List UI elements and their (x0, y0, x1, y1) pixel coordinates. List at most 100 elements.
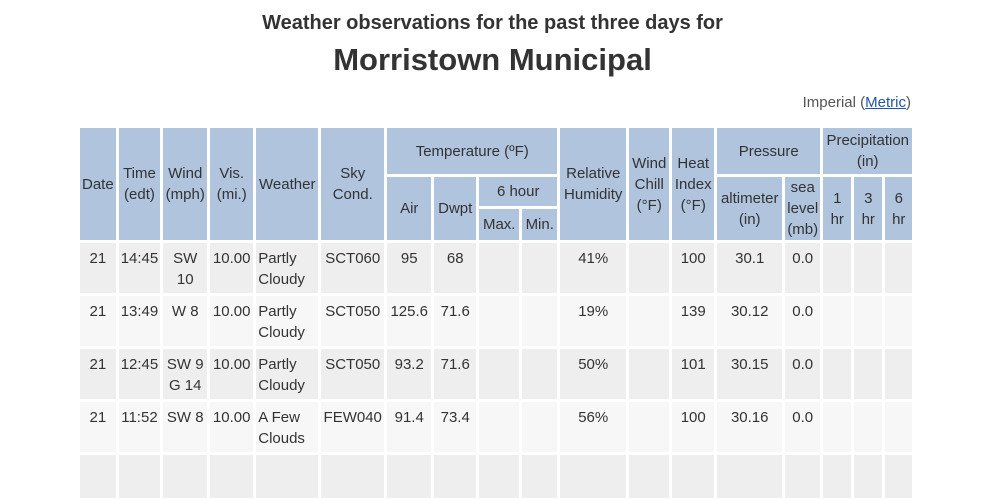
cell-sea-level: 0.0 (785, 349, 821, 399)
metric-link[interactable]: Metric (865, 94, 906, 111)
col-wind-chill: Wind Chill (°F) (629, 128, 670, 240)
col-min: Min. (522, 209, 558, 240)
cell-wind: W 8 (163, 296, 208, 346)
col-precip-1hr: 1 hr (823, 177, 852, 240)
cell-weather: Partly Cloudy (256, 296, 319, 346)
cell-precip-3hr (854, 243, 883, 293)
cell-air (387, 455, 432, 498)
cell-date: 21 (80, 296, 116, 346)
observations-table: Date Time (edt) Wind (mph) Vis. (mi.) Weath… (77, 125, 915, 501)
cell-wind: SW 10 (163, 243, 208, 293)
cell-altimeter (717, 455, 783, 498)
cell-heat-index: 100 (672, 243, 715, 293)
table-row: 21 11:52 SW 8 10.00 A Few Clouds FEW040 9… (80, 402, 913, 452)
cell-time: 14:45 (118, 243, 161, 293)
cell-time (118, 455, 161, 498)
cell-max (479, 455, 520, 498)
page-title: Morristown Municipal (333, 42, 652, 77)
col-relative-humidity: Relative Humidity (560, 128, 627, 240)
cell-wind: SW 8 (163, 402, 208, 452)
cell-heat-index: 101 (672, 349, 715, 399)
cell-max (479, 296, 520, 346)
cell-humidity (560, 455, 627, 498)
cell-weather: Partly Cloudy (256, 349, 319, 399)
cell-wind (163, 455, 208, 498)
col-group-temperature: Temperature (ºF) (387, 128, 558, 174)
cell-time: 13:49 (118, 296, 161, 346)
cell-precip-1hr (823, 455, 852, 498)
cell-precip-6hr (885, 402, 913, 452)
cell-sky (321, 455, 385, 498)
page-subtitle: Weather observations for the past three … (262, 12, 723, 34)
cell-min (522, 243, 558, 293)
cell-sky: SCT050 (321, 349, 385, 399)
cell-max (479, 349, 520, 399)
cell-min (522, 402, 558, 452)
cell-weather: A Few Clouds (256, 402, 319, 452)
col-altimeter: altimeter (in) (717, 177, 783, 240)
col-precip-6hr: 6 hr (885, 177, 913, 240)
cell-time: 12:45 (118, 349, 161, 399)
cell-visibility: 10.00 (210, 296, 254, 346)
col-sky-cond: Sky Cond. (321, 128, 385, 240)
cell-weather: Partly Cloudy (256, 243, 319, 293)
col-dewpoint: Dwpt (434, 177, 477, 240)
cell-altimeter: 30.12 (717, 296, 783, 346)
cell-sky: SCT050 (321, 296, 385, 346)
cell-dewpoint: 68 (434, 243, 477, 293)
cell-wind-chill (629, 349, 670, 399)
cell-precip-6hr (885, 349, 913, 399)
cell-air: 91.4 (387, 402, 432, 452)
cell-precip-6hr (885, 296, 913, 346)
col-heat-index: Heat Index (°F) (672, 128, 715, 240)
cell-heat-index (672, 455, 715, 498)
cell-max (479, 243, 520, 293)
imperial-label: Imperial (802, 94, 856, 111)
units-toggle: Imperial (Metric) (803, 94, 911, 111)
cell-precip-3hr (854, 349, 883, 399)
table-row: 21 13:49 W 8 10.00 Partly Cloudy SCT050 1… (80, 296, 913, 346)
cell-max (479, 402, 520, 452)
col-visibility: Vis. (mi.) (210, 128, 254, 240)
cell-sea-level: 0.0 (785, 243, 821, 293)
cell-precip-3hr (854, 455, 883, 498)
cell-dewpoint: 71.6 (434, 349, 477, 399)
cell-heat-index: 100 (672, 402, 715, 452)
cell-visibility (210, 455, 254, 498)
cell-precip-1hr (823, 349, 852, 399)
cell-date: 21 (80, 243, 116, 293)
cell-wind-chill (629, 455, 670, 498)
cell-dewpoint: 73.4 (434, 402, 477, 452)
cell-altimeter: 30.1 (717, 243, 783, 293)
cell-sky: FEW040 (321, 402, 385, 452)
col-precip-3hr: 3 hr (854, 177, 883, 240)
cell-sea-level (785, 455, 821, 498)
cell-weather (256, 455, 319, 498)
cell-humidity: 41% (560, 243, 627, 293)
col-group-6-hour: 6 hour (479, 177, 558, 206)
cell-air: 125.6 (387, 296, 432, 346)
col-time: Time (edt) (118, 128, 161, 240)
cell-dewpoint: 71.6 (434, 296, 477, 346)
cell-visibility: 10.00 (210, 402, 254, 452)
cell-heat-index: 139 (672, 296, 715, 346)
cell-humidity: 56% (560, 402, 627, 452)
cell-precip-6hr (885, 243, 913, 293)
cell-precip-3hr (854, 296, 883, 346)
cell-air: 93.2 (387, 349, 432, 399)
col-group-precipitation: Precipitation (in) (823, 128, 913, 174)
units-close-paren: ) (906, 94, 911, 111)
cell-humidity: 50% (560, 349, 627, 399)
cell-time: 11:52 (118, 402, 161, 452)
cell-wind-chill (629, 243, 670, 293)
cell-sea-level: 0.0 (785, 296, 821, 346)
cell-min (522, 349, 558, 399)
cell-min (522, 296, 558, 346)
col-weather: Weather (256, 128, 319, 240)
cell-visibility: 10.00 (210, 349, 254, 399)
cell-sky: SCT060 (321, 243, 385, 293)
cell-precip-6hr (885, 455, 913, 498)
cell-air: 95 (387, 243, 432, 293)
